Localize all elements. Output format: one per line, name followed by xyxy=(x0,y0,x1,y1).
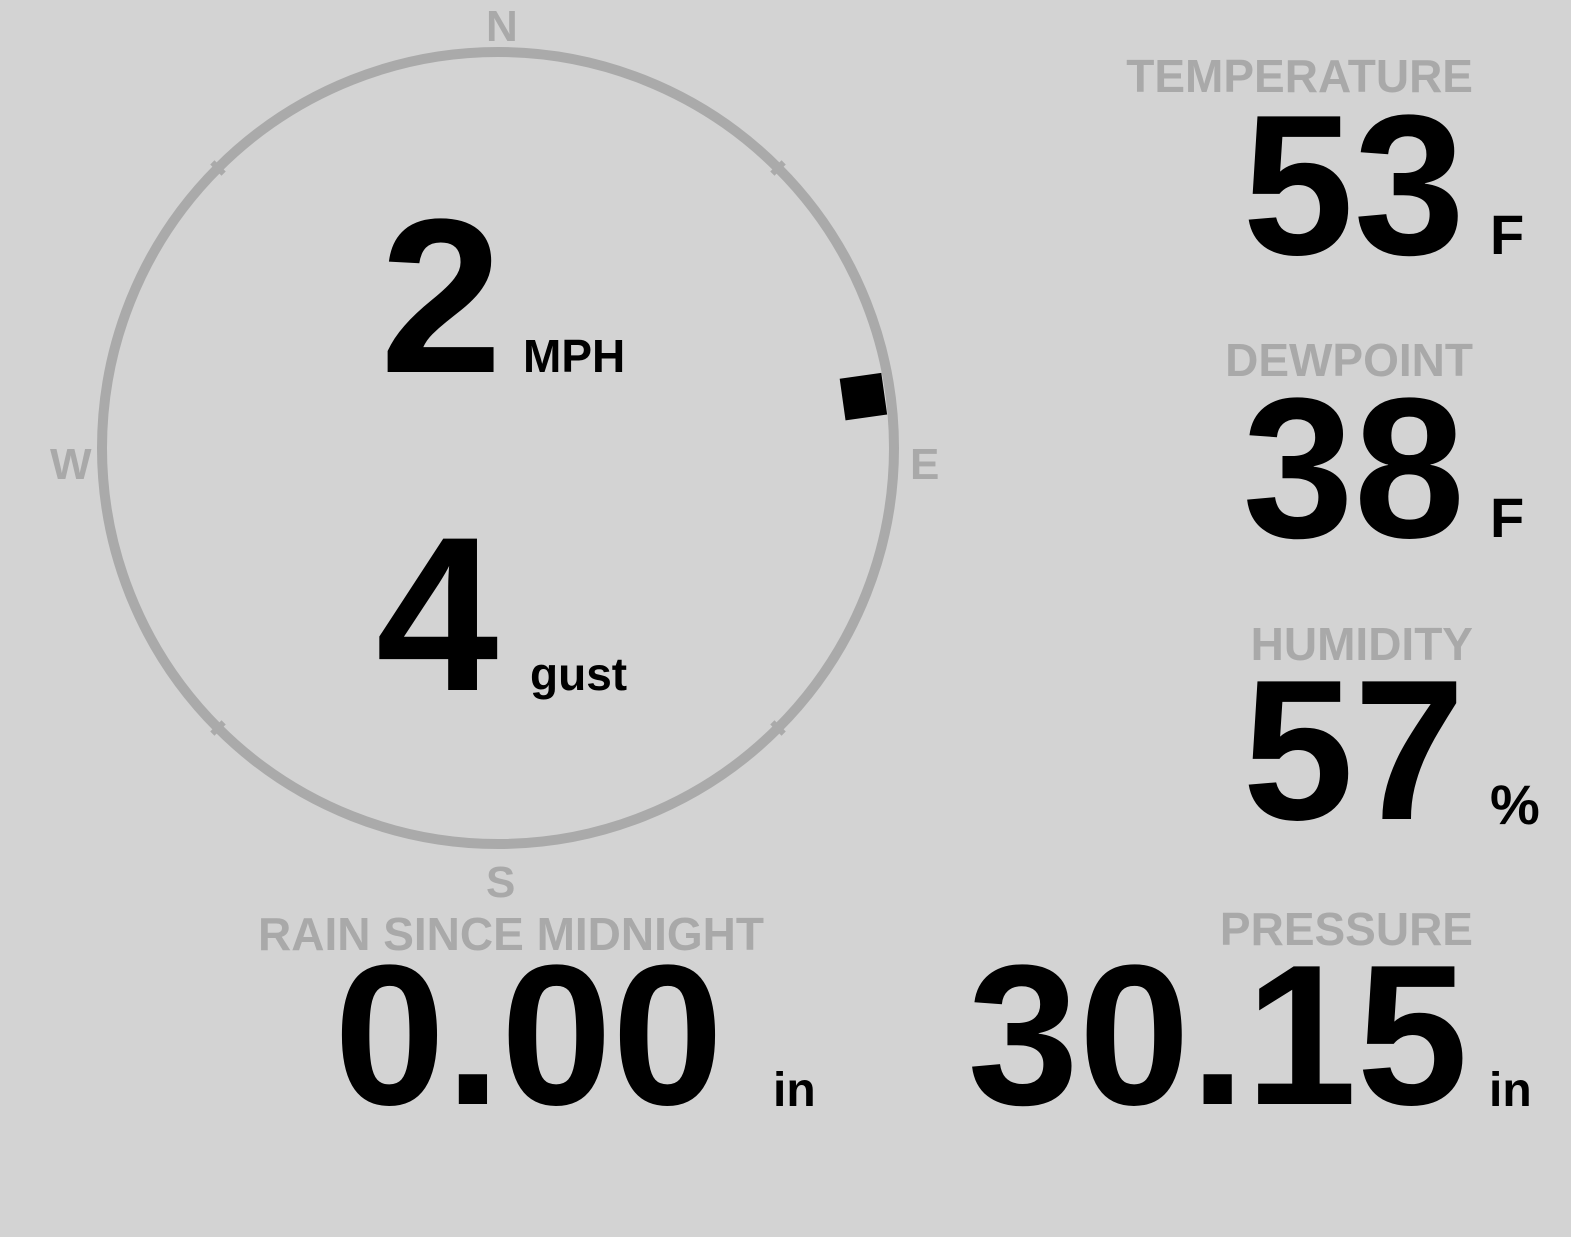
dewpoint-value: 38 xyxy=(1242,357,1465,580)
wind-speed-unit: MPH xyxy=(523,330,626,382)
pressure-value: 30.15 xyxy=(967,924,1469,1147)
compass-tick xyxy=(210,720,226,736)
temperature-label: TEMPERATURE xyxy=(1126,50,1473,102)
compass-east: E xyxy=(910,440,940,489)
pressure-unit: in xyxy=(1489,1064,1532,1117)
humidity-unit: % xyxy=(1490,773,1540,836)
humidity-value: 57 xyxy=(1242,639,1465,862)
wind-direction-marker xyxy=(839,372,888,421)
temperature-value: 53 xyxy=(1242,74,1465,297)
humidity-label: HUMIDITY xyxy=(1250,618,1473,670)
compass-west: W xyxy=(50,440,92,489)
dewpoint-unit: F xyxy=(1490,486,1525,549)
rain-value: 0.00 xyxy=(334,924,724,1147)
rain-label: RAIN SINCE MIDNIGHT xyxy=(258,908,764,960)
wind-gust-label: gust xyxy=(530,648,628,700)
compass-south: S xyxy=(486,858,516,907)
wind-gust-value: 4 xyxy=(376,491,499,737)
compass-tick xyxy=(210,160,226,176)
compass-north: N xyxy=(486,2,518,51)
temperature-unit: F xyxy=(1490,203,1525,266)
compass-ring xyxy=(97,47,899,849)
pressure-label: PRESSURE xyxy=(1219,903,1473,955)
compass-tick xyxy=(770,160,786,176)
rain-unit: in xyxy=(773,1064,816,1117)
dewpoint-label: DEWPOINT xyxy=(1225,334,1473,386)
wind-speed-value: 2 xyxy=(380,173,503,419)
compass-tick xyxy=(770,720,786,736)
